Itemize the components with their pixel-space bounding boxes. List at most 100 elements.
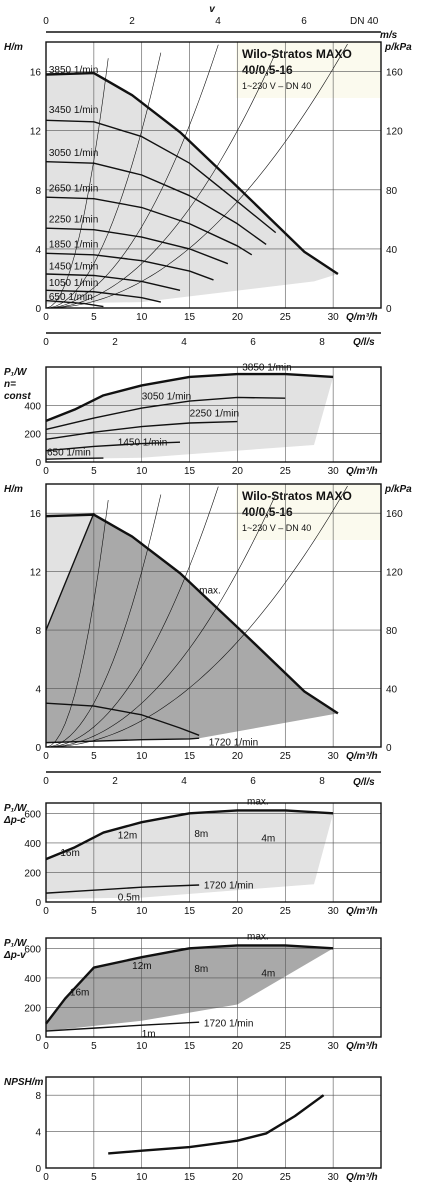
x-tick-label: 15 — [184, 312, 196, 323]
series-line — [45, 161, 267, 246]
y-tick-label: 16 — [30, 509, 42, 520]
curve-label: 16m — [70, 988, 89, 999]
lps-axis: Q/l/s 0 2 4 6 8 — [43, 332, 381, 348]
curve-label: 12m — [132, 961, 151, 972]
system-curve — [45, 485, 348, 748]
curve-label: 8m — [194, 964, 208, 975]
x-tick-label: 20 — [232, 466, 244, 477]
curve-label: 3850 1/min — [242, 363, 291, 374]
x-tick-label: 10 — [136, 1041, 148, 1052]
plot-frame — [45, 483, 382, 748]
lps-tick: 4 — [181, 337, 187, 348]
x-axis-label: Q/m³/h — [346, 1041, 378, 1052]
curve-label: 0.5m — [118, 893, 140, 904]
series-line — [45, 196, 253, 256]
series-line — [45, 420, 238, 441]
y-tick-label: 8 — [35, 626, 41, 637]
series-line — [45, 702, 200, 736]
x-axis-label: Q/m³/h — [346, 906, 378, 917]
y-tick-label: 12 — [30, 568, 42, 579]
x-tick-label: 25 — [280, 1172, 292, 1183]
x-tick-label: 20 — [232, 1172, 244, 1183]
x-tick-label: 30 — [328, 466, 340, 477]
system-curve — [45, 500, 109, 748]
series-line — [45, 289, 162, 303]
curve-label: 1m — [142, 1029, 156, 1040]
y-right-axis-label: p/kPa — [384, 42, 412, 53]
x-tick-label: 20 — [232, 906, 244, 917]
y-tick-label: 0 — [35, 458, 41, 469]
lps-tick: 8 — [319, 337, 325, 348]
curve-label: 2250 1/min — [49, 214, 98, 225]
curve-label: 1050 1/min — [49, 278, 98, 289]
curve-label: max. — [247, 931, 269, 942]
y-right-tick-label: 0 — [386, 743, 392, 754]
lps-axis-2: Q/l/s 0 2 4 6 8 — [43, 771, 381, 788]
x-tick-label: 10 — [136, 1172, 148, 1183]
curve-label: 2650 1/min — [49, 183, 98, 194]
y-right-tick-label: 0 — [386, 304, 392, 315]
system-curve — [45, 494, 162, 748]
x-tick-label: 15 — [184, 1041, 196, 1052]
y-right-axis-label: p/kPa — [384, 484, 412, 495]
y-tick-label: 0 — [35, 898, 41, 909]
x-tick-label: 25 — [280, 1041, 292, 1052]
curve-label: 3850 1/min — [49, 65, 98, 76]
y-tick-label: 200 — [24, 1003, 41, 1014]
y-tick-label: 0 — [35, 1164, 41, 1175]
x-tick-label: 5 — [91, 466, 97, 477]
curve-label: 2250 1/min — [190, 409, 239, 420]
curve-label: 3050 1/min — [49, 148, 98, 159]
velocity-tick: 6 — [301, 16, 307, 27]
system-curve — [45, 52, 162, 309]
x-tick-label: 10 — [136, 466, 148, 477]
lps-tick: 8 — [319, 776, 325, 787]
curve-label: 650 1/min — [47, 448, 91, 459]
velocity-tick: 4 — [215, 16, 221, 27]
y-tick-label: 600 — [24, 809, 41, 820]
curve-label: 1720 1/min — [204, 881, 253, 892]
curve-label: 1450 1/min — [118, 438, 167, 449]
y-right-tick-label: 120 — [386, 568, 403, 579]
y-tick-label: 4 — [35, 1128, 41, 1139]
y-right-tick-label: 160 — [386, 68, 403, 79]
plot-frame — [45, 937, 382, 1038]
y-tick-label: 8 — [35, 1091, 41, 1102]
series-line — [45, 252, 214, 281]
title-box-top: Wilo-Stratos MAXO 40/0,5-16 1~230 V – DN… — [236, 42, 381, 98]
series-line — [45, 119, 277, 234]
title-box-top-line3: 1~230 V – DN 40 — [242, 81, 311, 91]
y-axis-label: P₁/W — [4, 803, 28, 814]
x-tick-label: 0 — [43, 1041, 49, 1052]
x-tick-label: 10 — [136, 312, 148, 323]
title-box-top-line1: Wilo-Stratos MAXO — [242, 47, 352, 61]
x-tick-label: 30 — [328, 1041, 340, 1052]
y-axis-label-2: n= — [4, 379, 16, 390]
x-tick-label: 25 — [280, 466, 292, 477]
x-tick-label: 30 — [328, 1172, 340, 1183]
curve-label: 3050 1/min — [142, 392, 191, 403]
plot-frame — [45, 41, 382, 309]
curve-label: 16m — [60, 848, 79, 859]
y-tick-label: 400 — [24, 974, 41, 985]
title-box-middle-line1: Wilo-Stratos MAXO — [242, 489, 352, 503]
system-curve — [45, 44, 219, 309]
y-tick-label: 400 — [24, 401, 41, 412]
x-tick-label: 20 — [232, 312, 244, 323]
series-line — [45, 512, 95, 631]
lps-tick: 2 — [112, 776, 118, 787]
series-line — [45, 809, 334, 861]
y-right-tick-label: 40 — [386, 685, 398, 696]
lps-tick: 0 — [43, 776, 49, 787]
x-tick-label: 20 — [232, 1041, 244, 1052]
x-tick-label: 5 — [91, 312, 97, 323]
series-line — [45, 299, 104, 308]
curve-label: 1720 1/min — [209, 738, 258, 749]
curve-label: 1850 1/min — [49, 239, 98, 250]
curve-label: 1450 1/min — [49, 262, 98, 273]
y-tick-label: 8 — [35, 186, 41, 197]
